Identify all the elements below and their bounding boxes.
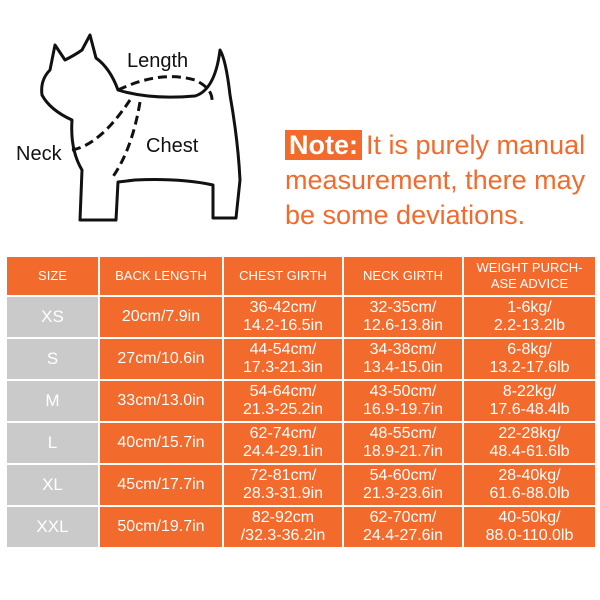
table-cell: 40cm/15.7in <box>98 421 224 465</box>
table-cell: 45cm/17.7in <box>98 463 224 507</box>
table-row: XL 45cm/17.7in 72-81cm/ 28.3-31.9in 54-60cm… <box>5 463 597 507</box>
table-row: L 40cm/15.7in 62-74cm/ 24.4-29.1in 48-55cm/… <box>5 421 597 465</box>
note-prefix: Note: <box>285 130 362 160</box>
table-row: XXL 50cm/19.7in 82-92cm /32.3-36.2in 62-70c… <box>5 505 597 549</box>
table-cell: 72-81cm/ 28.3-31.9in <box>222 463 344 507</box>
chest-line <box>110 101 142 179</box>
header-cell: WEIGHT PURCH- ASE ADVICE <box>462 255 597 297</box>
table-row: XS 20cm/7.9in 36-42cm/ 14.2-16.5in 32-35cm/… <box>5 295 597 339</box>
table-row: S 27cm/10.6in 44-54cm/ 17.3-21.3in 34-38cm/… <box>5 337 597 381</box>
size-cell: S <box>5 337 100 381</box>
table-cell: 34-38cm/ 13.4-15.0in <box>342 337 464 381</box>
neck-label: Neck <box>16 143 63 165</box>
table-cell: 40-50kg/ 88.0-110.0lb <box>462 505 597 549</box>
neck-line <box>71 99 132 152</box>
table-cell: 50cm/19.7in <box>98 505 224 549</box>
table-cell: 43-50cm/ 16.9-19.7in <box>342 379 464 423</box>
length-label: Length <box>127 50 188 72</box>
header-cell: SIZE <box>5 255 100 297</box>
table-cell: 32-35cm/ 12.6-13.8in <box>342 295 464 339</box>
table-cell: 8-22kg/ 17.6-48.4lb <box>462 379 597 423</box>
size-cell: XL <box>5 463 100 507</box>
table-cell: 20cm/7.9in <box>98 295 224 339</box>
note-text: It is purely manual measurement, there m… <box>285 130 586 230</box>
header-cell: BACK LENGTH <box>98 255 224 297</box>
table-row: M 33cm/13.0in 54-64cm/ 21.3-25.2in 43-50cm/… <box>5 379 597 423</box>
table-cell: 33cm/13.0in <box>98 379 224 423</box>
table-cell: 36-42cm/ 14.2-16.5in <box>222 295 344 339</box>
dog-outline <box>40 33 242 222</box>
header-cell: CHEST GIRTH <box>222 255 344 297</box>
size-cell: L <box>5 421 100 465</box>
table-cell: 27cm/10.6in <box>98 337 224 381</box>
note: Note: It is purely manual measurement, th… <box>285 128 597 233</box>
length-line <box>117 75 214 101</box>
table-cell: 28-40kg/ 61.6-88.0lb <box>462 463 597 507</box>
size-cell: XS <box>5 295 100 339</box>
table-cell: 82-92cm /32.3-36.2in <box>222 505 344 549</box>
table-cell: 62-70cm/ 24.4-27.6in <box>342 505 464 549</box>
table-cell: 48-55cm/ 18.9-21.7in <box>342 421 464 465</box>
chest-label: Chest <box>146 135 199 157</box>
table-cell: 54-64cm/ 21.3-25.2in <box>222 379 344 423</box>
size-table: SIZE BACK LENGTH CHEST GIRTH NECK GIRTH WEIG… <box>5 255 597 549</box>
table-cell: 6-8kg/ 13.2-17.6lb <box>462 337 597 381</box>
header-row: SIZE BACK LENGTH CHEST GIRTH NECK GIRTH WEIG… <box>5 255 597 297</box>
header-cell: NECK GIRTH <box>342 255 464 297</box>
dog-diagram: Length Neck Chest <box>16 33 242 222</box>
size-cell: XXL <box>5 505 100 549</box>
table-cell: 44-54cm/ 17.3-21.3in <box>222 337 344 381</box>
table-cell: 54-60cm/ 21.3-23.6in <box>342 463 464 507</box>
table-cell: 1-6kg/ 2.2-13.2lb <box>462 295 597 339</box>
size-cell: M <box>5 379 100 423</box>
table-cell: 22-28kg/ 48.4-61.6lb <box>462 421 597 465</box>
table-cell: 62-74cm/ 24.4-29.1in <box>222 421 344 465</box>
